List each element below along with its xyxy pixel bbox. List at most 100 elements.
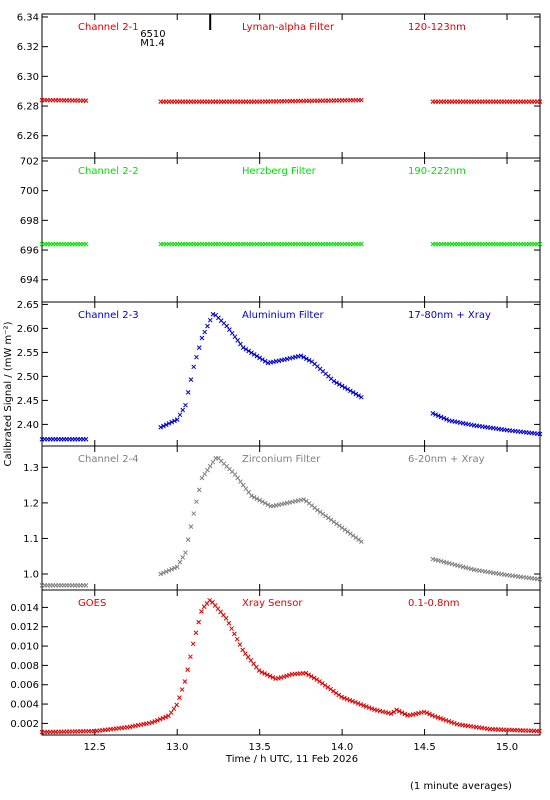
data-point: [149, 720, 155, 725]
x-axis-title: Time / h UTC, 11 Feb 2026: [225, 754, 358, 765]
data-point: [174, 702, 180, 708]
y-tick-label: 6.30: [17, 72, 39, 83]
data-point: [177, 559, 183, 565]
data-point: [328, 686, 333, 692]
data-point: [199, 335, 205, 341]
data-point: [243, 486, 249, 492]
y-tick-label: 2.50: [17, 372, 39, 383]
y-tick-label: 1.3: [23, 463, 39, 474]
data-point: [315, 507, 320, 513]
data-point: [182, 679, 188, 684]
data-point: [207, 317, 213, 323]
data-point: [336, 692, 342, 698]
data-series: [39, 455, 543, 588]
panel-label: Xray Sensor: [242, 598, 303, 609]
data-point: [281, 674, 287, 680]
y-tick-label: 6.26: [17, 131, 39, 142]
data-point: [183, 550, 188, 556]
data-point: [243, 346, 249, 352]
data-point: [333, 690, 339, 696]
data-point: [168, 710, 174, 715]
data-point: [179, 687, 185, 692]
data-point: [353, 535, 359, 541]
data-point: [83, 436, 89, 442]
panel-label: Zirconium Filter: [242, 454, 321, 465]
data-point: [435, 413, 441, 419]
data-point: [319, 681, 325, 686]
data-point: [224, 323, 230, 329]
y-tick-label: 2.65: [17, 300, 39, 311]
data-point: [369, 706, 375, 711]
data-point: [394, 707, 399, 713]
data-point: [210, 459, 216, 465]
data-point: [196, 345, 202, 350]
data-point: [188, 524, 194, 529]
data-point: [331, 378, 337, 384]
data-point: [359, 97, 364, 103]
data-point: [304, 356, 309, 362]
panel-label: 6-20nm + Xray: [408, 454, 485, 465]
data-point: [284, 673, 289, 679]
data-point: [238, 341, 243, 347]
panel-frame: [41, 13, 541, 159]
data-point: [227, 327, 232, 332]
data-point: [163, 422, 169, 428]
data-point: [251, 352, 257, 357]
panel-1: 6.26 6.28 6.30 6.32 6.34 Channel 2-1 Lyman-alp…: [17, 12, 543, 159]
data-point: [334, 380, 339, 386]
data-point: [169, 419, 175, 425]
y-tick-label: 1.1: [23, 534, 39, 545]
data-point: [223, 616, 229, 621]
data-point: [363, 704, 369, 709]
y-axis-title: Calibrated Signal / (mW m⁻²): [3, 321, 14, 466]
data-point: [352, 699, 358, 705]
panel-frame: [41, 157, 541, 303]
data-point: [163, 569, 169, 574]
y-tick-label: 2.55: [17, 348, 39, 359]
data-point: [440, 716, 446, 722]
data-point: [166, 568, 172, 573]
data-point: [249, 350, 254, 356]
panel-label: Herzberg Filter: [242, 166, 317, 177]
data-point: [537, 728, 542, 734]
y-tick-label: 0.006: [10, 680, 39, 691]
data-point: [183, 402, 188, 408]
data-point: [256, 668, 262, 673]
data-point: [232, 472, 238, 477]
data-point: [257, 497, 263, 503]
data-point: [301, 354, 306, 360]
data-point: [429, 713, 435, 718]
data-point: [345, 386, 350, 392]
data-point: [205, 323, 210, 329]
data-point: [353, 391, 359, 397]
data-point: [157, 716, 163, 722]
data-point: [188, 654, 193, 660]
data-point: [235, 475, 241, 481]
data-point: [191, 364, 197, 370]
y-tick-label: 0.008: [10, 661, 39, 672]
data-point: [196, 487, 202, 493]
data-point: [202, 471, 208, 477]
y-tick-label: 0.002: [10, 719, 39, 730]
panel-label: 0.1-0.8nm: [408, 598, 460, 609]
panel-label: Channel 2-1: [78, 22, 139, 33]
x-tick-label: 14.5: [413, 742, 435, 753]
data-point: [207, 597, 213, 603]
data-point: [171, 706, 177, 712]
data-point: [246, 489, 252, 495]
data-point: [172, 565, 177, 571]
y-tick-label: 700: [20, 186, 39, 197]
data-point: [260, 357, 265, 362]
data-point: [246, 348, 252, 354]
data-point: [188, 377, 194, 382]
data-point: [210, 311, 216, 317]
data-point: [311, 675, 317, 681]
data-point: [191, 511, 197, 516]
data-point: [83, 241, 89, 247]
data-point: [235, 338, 241, 343]
data-point: [199, 609, 204, 614]
data-point: [160, 715, 166, 721]
y-tick-label: 696: [20, 246, 39, 257]
data-point: [152, 719, 158, 724]
data-point: [180, 407, 186, 413]
